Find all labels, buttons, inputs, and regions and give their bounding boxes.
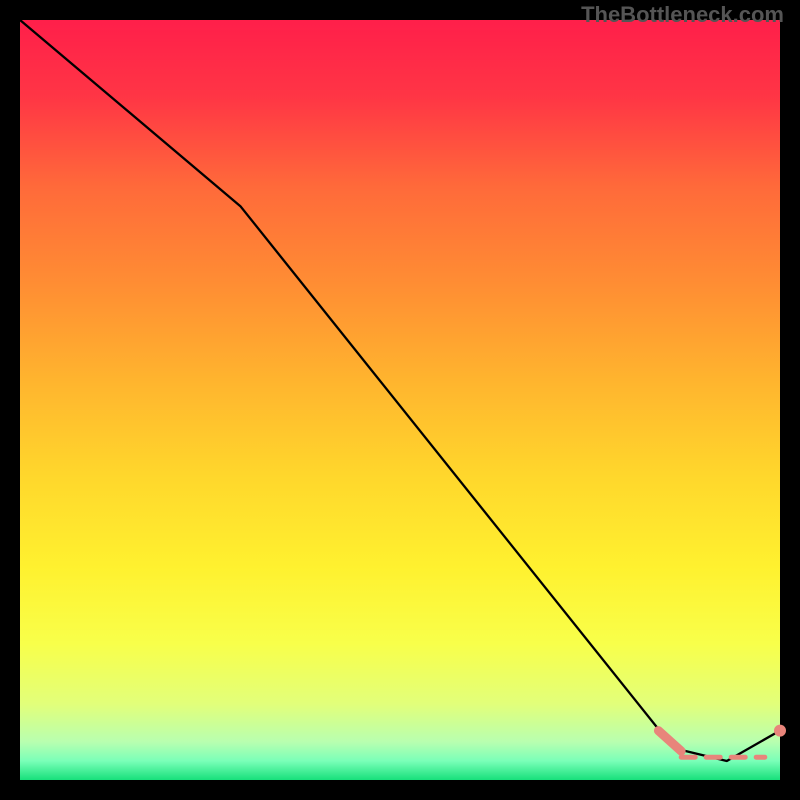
gradient-plot-area — [20, 20, 780, 780]
highlight-end-marker — [774, 725, 786, 737]
chart-stage: TheBottleneck.com — [0, 0, 800, 800]
chart-svg — [0, 0, 800, 800]
